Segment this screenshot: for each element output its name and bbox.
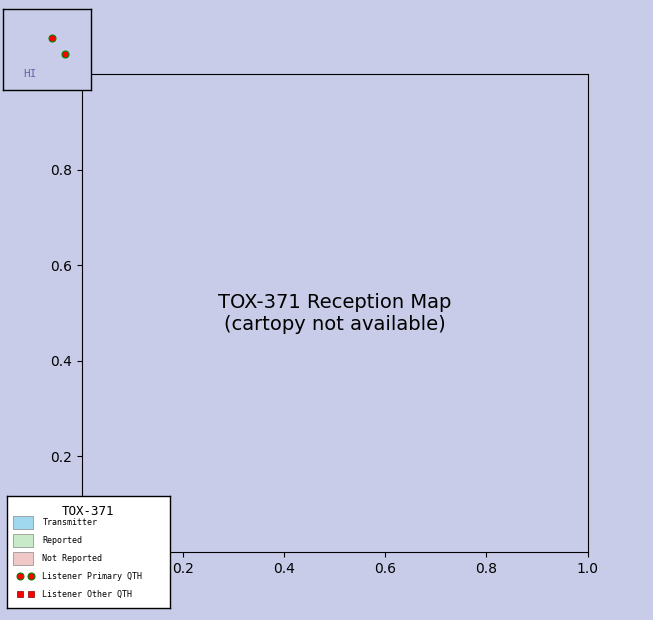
FancyBboxPatch shape <box>13 552 33 565</box>
Text: Listener Primary QTH: Listener Primary QTH <box>42 572 142 581</box>
Text: HI: HI <box>23 69 37 79</box>
Text: Transmitter: Transmitter <box>42 518 97 527</box>
Text: Not Reported: Not Reported <box>42 554 103 563</box>
Text: Reported: Reported <box>42 536 82 545</box>
Text: Listener Other QTH: Listener Other QTH <box>42 590 133 599</box>
Text: TOX-371: TOX-371 <box>62 505 114 518</box>
FancyBboxPatch shape <box>13 516 33 529</box>
Text: TOX-371 Reception Map
(cartopy not available): TOX-371 Reception Map (cartopy not avail… <box>218 293 451 334</box>
FancyBboxPatch shape <box>13 534 33 547</box>
